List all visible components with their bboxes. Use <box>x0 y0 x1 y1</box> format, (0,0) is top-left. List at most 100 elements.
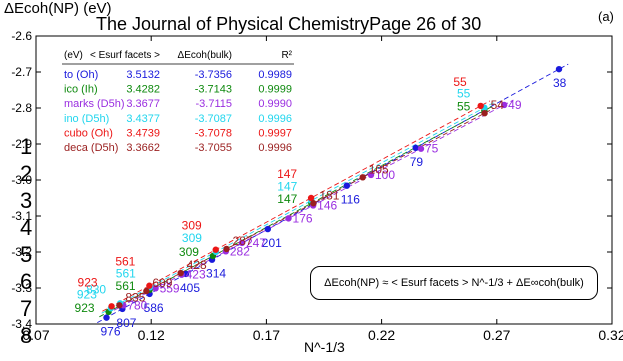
data-point-to <box>343 182 351 189</box>
y-tick-label: -3.3 <box>11 281 32 295</box>
table-cell: 0.9996 <box>258 142 292 154</box>
point-label-to: 314 <box>206 267 226 281</box>
table-cell: deca (D5h) <box>64 142 118 154</box>
table-cell: -3.7078 <box>195 127 232 139</box>
table-cell: 3.4377 <box>126 113 160 125</box>
table-cell: 0.9989 <box>258 69 292 81</box>
point-label-deca: 54 <box>491 98 505 112</box>
point-label-marks: 146 <box>317 198 337 212</box>
table-header: < Esurf facets > <box>90 50 160 61</box>
table-cell: 3.3677 <box>126 98 160 110</box>
point-label-deca: 609 <box>152 276 172 290</box>
point-label-ico: 55 <box>457 100 471 114</box>
table-cell: 3.4739 <box>126 127 160 139</box>
line-number: 3 <box>20 188 33 213</box>
data-point-deca <box>223 245 230 253</box>
table-cell: to (Oh) <box>64 69 98 81</box>
point-label-deca: 181 <box>319 188 339 202</box>
table-cell: -3.7143 <box>195 84 232 96</box>
point-label-to: 405 <box>180 281 200 295</box>
point-label-marks: 75 <box>425 142 439 156</box>
data-point-marks <box>417 145 425 152</box>
point-label-to: 116 <box>341 193 360 207</box>
table-cell: -3.7115 <box>196 98 233 110</box>
x-tick-label: 0.17 <box>253 327 280 343</box>
point-label-ico: 923 <box>75 301 95 315</box>
point-label-ino: 309 <box>182 231 202 245</box>
fit-line-ico <box>99 105 494 318</box>
point-label-cubo: 147 <box>277 167 297 181</box>
x-axis-title: N^-1/3 <box>304 339 345 355</box>
formula-box: ΔEcoh(NP) ≈ < Esurf facets > N^-1/3 + ΔE… <box>310 266 598 300</box>
data-point-cubo <box>212 246 219 253</box>
data-point-cubo <box>477 102 484 110</box>
y-tick-label: -3.2 <box>11 245 32 259</box>
line-number: 1 <box>20 134 33 159</box>
point-label-marks: 282 <box>230 244 250 258</box>
table-cell: ino (D5h) <box>64 113 109 125</box>
data-point-marks <box>152 285 159 292</box>
point-label-ino: 830 <box>86 282 106 296</box>
point-label-ico: 561 <box>116 279 136 293</box>
table-cell: 3.3662 <box>126 142 160 154</box>
point-label-deca: 835 <box>125 290 145 304</box>
point-label-deca: 105 <box>369 162 389 176</box>
table-cell: 3.4282 <box>126 84 160 96</box>
data-point-cubo <box>146 282 153 289</box>
data-point-deca <box>481 110 488 117</box>
table-cell: 0.9996 <box>258 113 292 125</box>
fit-line-ino <box>101 102 494 314</box>
point-label-ino: 147 <box>277 180 297 194</box>
y-tick-label: -3.4 <box>11 317 32 331</box>
table-cell: 0.9999 <box>258 84 292 96</box>
point-label-marks: 559 <box>160 281 180 295</box>
x-tick-label: 0.12 <box>138 327 165 343</box>
point-label-marks: 100 <box>375 168 395 182</box>
page-label: Page 26 of 30 <box>369 14 482 34</box>
point-label-ino: 923 <box>77 287 97 301</box>
point-label-marks: 423 <box>186 268 206 282</box>
point-label-ino: 561 <box>116 266 136 280</box>
data-point-to <box>555 65 563 73</box>
point-label-marks: 176 <box>293 211 313 225</box>
point-label-ino: 55 <box>457 87 471 101</box>
y-tick-label: -3.0 <box>11 173 32 187</box>
point-label-deca: 287 <box>233 234 253 248</box>
journal-header: The Journal of Physical ChemistryPage 26… <box>96 14 481 35</box>
y-tick-label: -2.6 <box>11 29 32 43</box>
point-label-to: 79 <box>410 155 424 169</box>
table-cell: 3.5132 <box>126 69 160 81</box>
point-label-cubo: 561 <box>115 255 135 269</box>
point-label-cubo: 55 <box>453 75 467 89</box>
data-point-to <box>412 144 419 152</box>
point-label-cubo: 923 <box>78 275 98 289</box>
journal-watermark: The Journal of Physical Chemistry <box>96 14 370 34</box>
y-tick-label: -2.8 <box>11 101 32 115</box>
data-point-marks <box>238 239 246 247</box>
point-label-marks: 49 <box>508 98 522 112</box>
table-header: (eV) <box>64 50 83 61</box>
x-tick-label: 0.27 <box>483 327 510 343</box>
table-cell: ico (Ih) <box>64 84 98 96</box>
data-point-marks <box>500 101 508 109</box>
point-label-to: 807 <box>116 316 136 330</box>
table-header: R² <box>281 50 292 61</box>
point-label-to: 201 <box>262 236 282 250</box>
y-tick-label: -2.9 <box>11 137 32 151</box>
data-point-deca <box>310 200 317 207</box>
x-tick-label: 0.32 <box>598 327 623 343</box>
fit-line-cubo <box>102 100 491 312</box>
point-label-ico: 309 <box>179 245 199 259</box>
line-numbers: 1 2 3 4 5 6 7 8 <box>20 133 32 349</box>
line-number: 4 <box>20 215 33 240</box>
table-cell: -3.7055 <box>195 142 232 154</box>
line-number: 7 <box>20 296 33 321</box>
table-cell: 0.9997 <box>258 127 292 139</box>
point-label-marks: 780 <box>127 298 147 312</box>
point-label-to: 976 <box>101 325 121 339</box>
table-cell: 0.9990 <box>258 98 292 110</box>
point-label-to: 38 <box>553 76 567 90</box>
point-label-to: 586 <box>144 301 164 315</box>
line-number: 5 <box>20 242 33 267</box>
data-point-cubo <box>307 194 315 202</box>
